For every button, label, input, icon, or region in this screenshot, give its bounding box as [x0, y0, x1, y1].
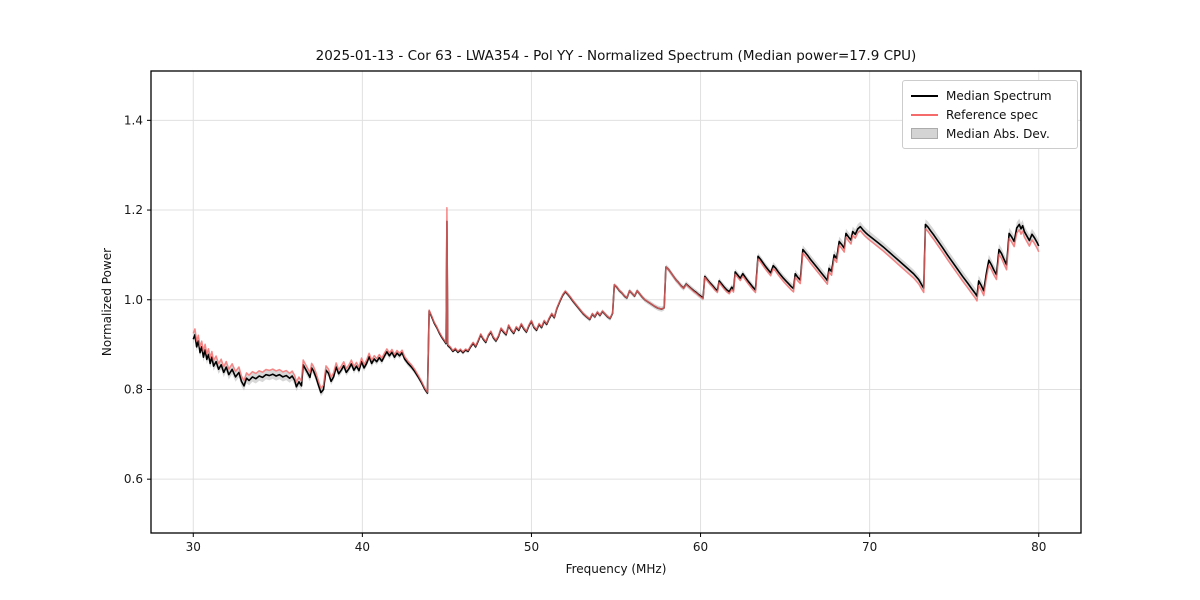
reference-spec-line	[192, 207, 1040, 393]
x-axis-label: Frequency (MHz)	[565, 562, 667, 576]
x-tick-label: 50	[524, 540, 539, 554]
x-tick-label: 70	[862, 540, 877, 554]
x-axis: 30 40 50 60 70 80	[186, 533, 1046, 554]
legend: Median Spectrum Reference spec Median Ab…	[902, 80, 1078, 149]
y-axis: 0.6 0.8 1.0 1.2 1.4	[124, 113, 151, 486]
y-tick-label: 0.8	[124, 382, 143, 396]
legend-item-reference-spec: Reference spec	[911, 105, 1069, 124]
legend-label: Median Spectrum	[946, 88, 1052, 103]
median-abs-dev-patch-swatch	[911, 128, 938, 139]
x-tick-label: 40	[355, 540, 370, 554]
legend-item-median-spectrum: Median Spectrum	[911, 86, 1069, 105]
legend-label: Reference spec	[946, 107, 1039, 122]
x-tick-label: 80	[1031, 540, 1046, 554]
legend-item-median-abs-dev: Median Abs. Dev.	[911, 124, 1069, 143]
y-tick-label: 1.4	[124, 113, 143, 127]
x-tick-label: 30	[186, 540, 201, 554]
reference-spec-line-swatch	[911, 113, 938, 116]
chart-title: 2025-01-13 - Cor 63 - LWA354 - Pol YY - …	[315, 48, 917, 64]
y-tick-label: 0.6	[124, 472, 143, 486]
mad-band	[193, 218, 1039, 397]
y-tick-label: 1.2	[124, 203, 143, 217]
median-spectrum-line	[192, 220, 1040, 394]
legend-label: Median Abs. Dev.	[946, 126, 1050, 141]
plot-border	[150, 70, 1082, 534]
median-spectrum-line-swatch	[911, 94, 938, 97]
y-axis-label: Normalized Power	[100, 247, 114, 357]
y-tick-label: 1.0	[124, 293, 143, 307]
x-tick-label: 60	[693, 540, 708, 554]
